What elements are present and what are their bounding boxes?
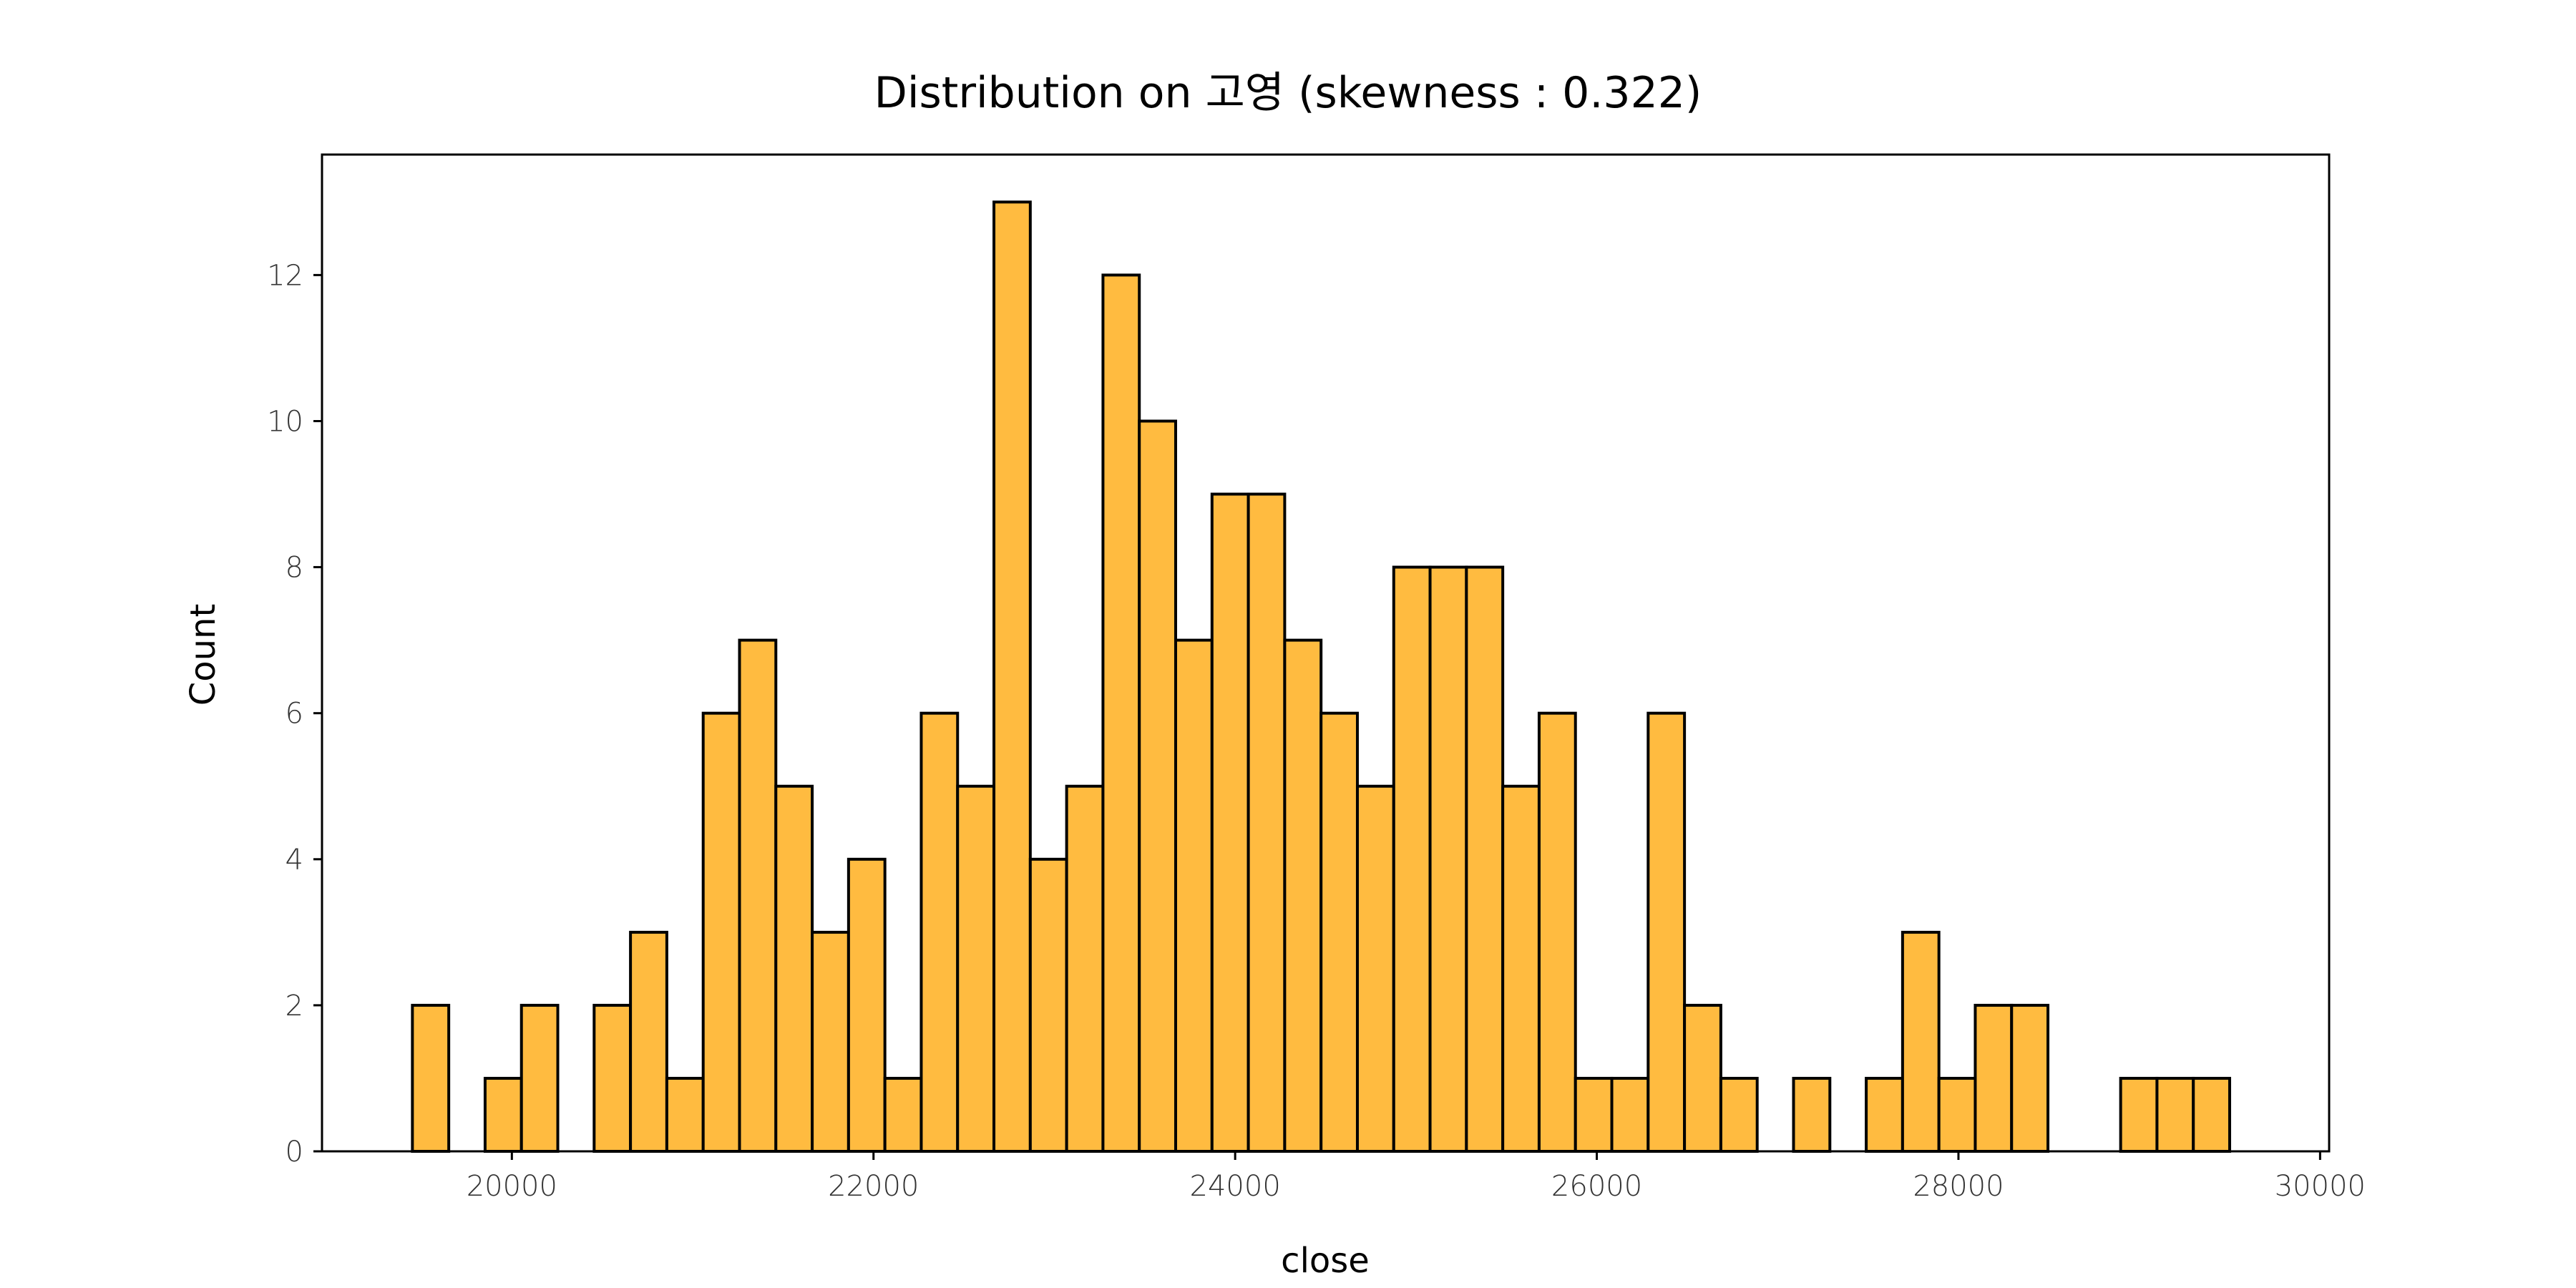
histogram-bar bbox=[956, 784, 996, 1153]
histogram-bar bbox=[847, 857, 887, 1153]
histogram-bar bbox=[665, 1076, 705, 1153]
histogram-bar bbox=[919, 711, 960, 1153]
histogram-bar bbox=[1646, 711, 1687, 1153]
histogram-bar bbox=[2155, 1076, 2195, 1153]
y-tick-label: 4 bbox=[286, 844, 303, 877]
x-tick-label: 22000 bbox=[828, 1170, 919, 1203]
y-axis-label: Count bbox=[183, 604, 223, 706]
histogram-bar bbox=[1028, 857, 1068, 1153]
histogram-bar bbox=[411, 1003, 451, 1153]
histogram-bar bbox=[1138, 419, 1178, 1153]
histogram-bar bbox=[1610, 1076, 1650, 1153]
x-axis-ticks: 20000 22000 24000 26000 28000 30000 bbox=[467, 1151, 2366, 1203]
y-tick-label: 6 bbox=[286, 698, 303, 731]
histogram-bar bbox=[1937, 1076, 1977, 1153]
y-tick-label: 0 bbox=[286, 1136, 303, 1169]
histogram-bar bbox=[811, 930, 850, 1153]
histogram-bar bbox=[1428, 565, 1468, 1153]
histogram-bar bbox=[1392, 565, 1432, 1153]
histogram-bar bbox=[592, 1003, 633, 1153]
histogram-bar bbox=[1465, 565, 1505, 1153]
histogram-bar bbox=[1792, 1076, 1832, 1153]
histogram-bar bbox=[1283, 638, 1323, 1153]
histogram-bar bbox=[1101, 273, 1141, 1153]
histogram-bar bbox=[1574, 1076, 1614, 1153]
histogram-bar bbox=[1901, 930, 1941, 1153]
histogram-bar bbox=[1865, 1076, 1904, 1153]
histogram-bar bbox=[701, 711, 741, 1153]
histogram-bar bbox=[2119, 1076, 2159, 1153]
histogram-bar bbox=[1537, 711, 1577, 1153]
bars-group bbox=[411, 200, 2232, 1153]
y-tick-label: 10 bbox=[267, 405, 303, 438]
histogram-bar bbox=[1246, 492, 1287, 1153]
x-tick-label: 20000 bbox=[467, 1170, 557, 1203]
x-tick-label: 30000 bbox=[2275, 1170, 2366, 1203]
y-tick-label: 8 bbox=[286, 552, 303, 585]
histogram-bar bbox=[883, 1076, 923, 1153]
y-tick-label: 2 bbox=[286, 990, 303, 1023]
x-tick-label: 26000 bbox=[1551, 1170, 1642, 1203]
histogram-bar bbox=[1174, 638, 1214, 1153]
histogram-bar bbox=[774, 784, 814, 1153]
y-axis-ticks: 0 2 4 6 8 10 12 bbox=[267, 259, 322, 1169]
histogram-bar bbox=[1501, 784, 1541, 1153]
y-tick-label: 12 bbox=[267, 259, 303, 292]
histogram-bar bbox=[1974, 1003, 2014, 1153]
histogram-bar bbox=[1719, 1076, 1759, 1153]
x-axis-label: close bbox=[1281, 1241, 1370, 1281]
plot-frame bbox=[321, 153, 2331, 1153]
histogram-bar bbox=[1065, 784, 1105, 1153]
histogram-bar bbox=[992, 200, 1032, 1153]
histogram-bar bbox=[2192, 1076, 2232, 1153]
histogram-bar bbox=[629, 930, 668, 1153]
x-tick-label: 28000 bbox=[1913, 1170, 2004, 1203]
histogram-bar bbox=[738, 638, 778, 1153]
x-tick-label: 24000 bbox=[1190, 1170, 1281, 1203]
histogram-bar bbox=[1319, 711, 1359, 1153]
histogram-bar bbox=[519, 1003, 560, 1153]
histogram-bar bbox=[1210, 492, 1250, 1153]
histogram-bar bbox=[2010, 1003, 2050, 1153]
histogram-bar bbox=[1355, 784, 1395, 1153]
chart-title: Distribution on 고영 (skewness : 0.322) bbox=[874, 68, 1702, 118]
histogram-bar bbox=[1683, 1003, 1722, 1153]
histogram-bar bbox=[483, 1076, 523, 1153]
